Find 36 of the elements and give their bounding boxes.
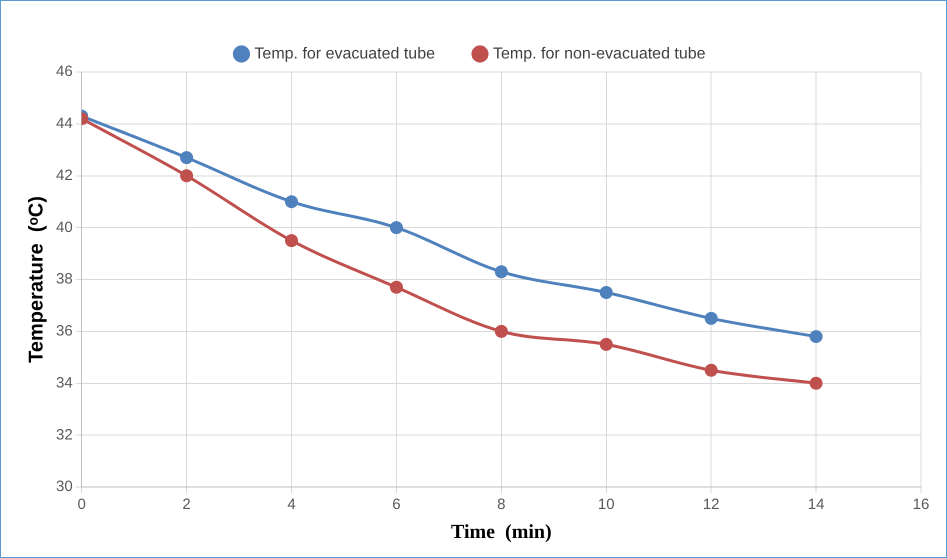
- y-axis-title: Temperature (ᵒC): [26, 196, 48, 363]
- point: [390, 221, 403, 234]
- y-tick-label: 44: [56, 115, 73, 132]
- point: [600, 286, 613, 299]
- point: [600, 338, 613, 351]
- point: [285, 195, 298, 208]
- y-tick-label: 38: [56, 270, 73, 288]
- y-tick-label: 34: [56, 374, 73, 392]
- point: [180, 151, 194, 164]
- y-tick-label: 42: [56, 166, 73, 184]
- x-tick-label: 0: [78, 496, 86, 514]
- legend-label: Temp. for evacuated tube: [254, 45, 436, 62]
- point: [494, 265, 508, 278]
- point: [704, 312, 718, 325]
- x-tick-label: 6: [392, 496, 401, 514]
- point: [810, 330, 823, 344]
- x-tick-label: 10: [598, 496, 615, 514]
- x-tick-label: 16: [912, 496, 930, 514]
- point: [810, 376, 823, 390]
- x-tick-label: 8: [497, 496, 506, 514]
- point: [285, 234, 298, 248]
- y-tick-label: 40: [56, 218, 73, 236]
- x-tick-label: 2: [182, 496, 191, 514]
- x-tick-label: 12: [702, 496, 720, 514]
- point: [494, 324, 508, 338]
- y-tick-label: 46: [56, 63, 73, 80]
- y-tick-label: 32: [56, 426, 73, 444]
- point: [390, 280, 403, 294]
- y-tick-label: 30: [56, 478, 73, 496]
- x-axis-title: Time (min): [450, 521, 552, 544]
- point: [180, 169, 194, 182]
- point: [704, 364, 718, 377]
- legend-label: Temp. for non-evacuated tube: [492, 45, 706, 62]
- y-tick-label: 36: [56, 322, 73, 340]
- x-tick-label: 14: [808, 496, 824, 514]
- x-tick-label: 4: [287, 496, 296, 514]
